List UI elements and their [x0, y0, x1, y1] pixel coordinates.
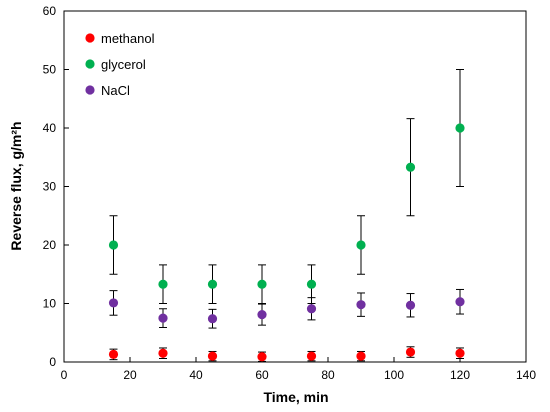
glycerol-point	[455, 123, 465, 133]
nacl-point	[108, 298, 119, 308]
methanol-point	[207, 351, 218, 361]
glycerol-point	[158, 279, 168, 289]
legend-marker-glycerol	[85, 59, 95, 69]
x-tick-label: 20	[123, 368, 137, 382]
nacl-point	[257, 310, 267, 320]
plot-area: 0 20 40 60 80 100 120 140 0 10 20 30 40 50 60 methanol g…	[43, 4, 537, 382]
x-tick-label: 80	[321, 368, 335, 382]
y-tick-label: 0	[49, 355, 56, 369]
y-tick-label: 50	[43, 63, 57, 77]
methanol-point	[306, 351, 317, 361]
y-tick-label: 40	[43, 121, 57, 135]
x-tick-label: 40	[189, 368, 203, 382]
legend-marker-nacl	[85, 85, 95, 95]
nacl-point	[356, 300, 366, 310]
methanol-point	[108, 349, 119, 359]
glycerol-point	[108, 240, 119, 250]
x-tick-label: 60	[255, 368, 269, 382]
y-tick-label: 30	[43, 180, 57, 194]
legend-label-methanol: methanol	[101, 31, 155, 46]
methanol-point	[405, 347, 416, 357]
methanol-point	[455, 348, 465, 358]
nacl-point	[306, 304, 317, 314]
glycerol-point	[306, 279, 317, 289]
nacl-point	[455, 297, 465, 307]
x-axis-title: Time, min	[263, 389, 328, 405]
y-axis-title: Reverse flux, g/m²h	[8, 121, 24, 250]
glycerol-point	[207, 279, 218, 289]
y-tick-label: 60	[43, 4, 57, 18]
methanol-point	[158, 348, 168, 358]
glycerol-point	[405, 162, 416, 172]
nacl-point	[207, 314, 218, 324]
x-tick-label: 0	[61, 368, 68, 382]
methanol-point	[257, 352, 267, 362]
glycerol-point	[257, 279, 267, 289]
nacl-point	[158, 313, 168, 323]
legend-label-nacl: NaCl	[101, 83, 130, 98]
x-tick-label: 140	[516, 368, 536, 382]
x-tick-label: 120	[450, 368, 470, 382]
y-tick-label: 10	[43, 297, 57, 311]
x-tick-label: 100	[384, 368, 404, 382]
legend-marker-methanol	[85, 33, 95, 43]
legend-label-glycerol: glycerol	[101, 57, 146, 72]
nacl-point	[405, 300, 416, 310]
methanol-point	[356, 351, 366, 361]
glycerol-point	[356, 240, 366, 250]
y-tick-label: 20	[43, 238, 57, 252]
